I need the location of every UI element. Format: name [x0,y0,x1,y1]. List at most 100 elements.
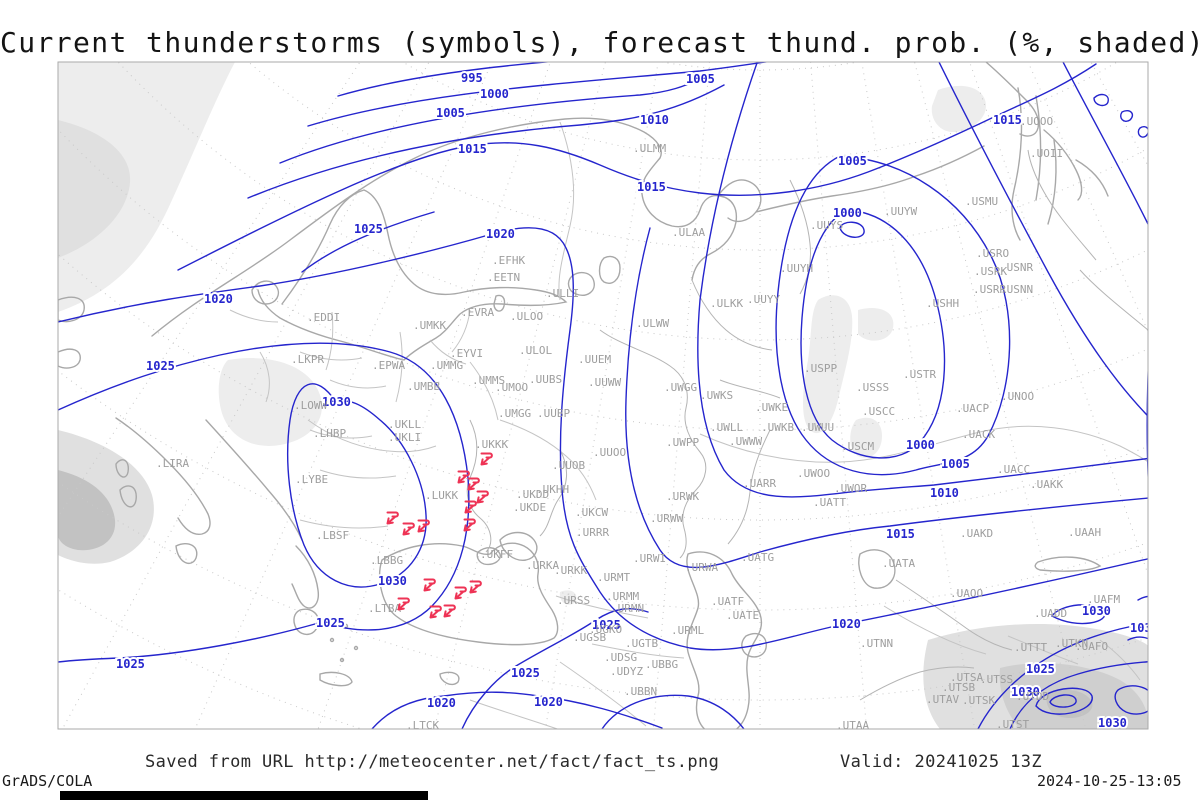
station-label: .EETN [487,271,520,284]
station-label: .UUEM [578,353,611,366]
station-label: .USCM [841,440,874,453]
station-label: .USSS [856,381,889,394]
station-label: .UWWW [729,435,762,448]
station-label: .UACC [997,463,1030,476]
station-label: .URMT [597,571,630,584]
isobar-label: 1025 [146,359,175,373]
station-label: .EYVI [450,347,483,360]
station-label: .UKLL [388,418,421,431]
station-label: .UTAA [836,719,869,732]
station-label: .UARR [743,477,776,490]
thunderstorm-icon [463,518,476,532]
station-label: .UAAH [1068,526,1101,539]
station-label: .ULMM [633,142,666,155]
station-label: .UATG [741,551,774,564]
station-label: .LIRA [156,457,189,470]
station-label: .URWA [685,561,718,574]
station-label: .UUYH [780,262,813,275]
station-label: .UUBS [529,373,562,386]
station-label: .UNOO [1001,390,1034,403]
station-label: .LUKK [425,489,458,502]
isobar-label: 1030 [1011,685,1040,699]
station-label: .UTSB [942,681,975,694]
thunderstorm-icon [467,477,480,491]
thunderstorm-icon [397,597,410,611]
saved-url-text: Saved from URL http://meteocenter.net/fa… [145,752,720,772]
isobar-label: 1005 [436,106,465,120]
station-label: .USHH [926,297,959,310]
station-label: .USPP [804,362,837,375]
station-label: .UGSB [573,631,606,644]
station-label: .UACP [956,402,989,415]
station-label: .UMMG [430,359,463,372]
thunderstorm-icon [480,452,493,466]
station-labels-layer: .ULMM .ULAA .UOOO .UOII .UUYW .USMU .UUYS .UUYH… [156,115,1120,732]
station-label: .ULWW [636,317,669,330]
station-label: .UDSG [604,651,637,664]
station-label: .URKA [526,559,559,572]
station-label: .UUBP [537,407,570,420]
isobar-label: 1030 [1098,716,1127,730]
station-label: .UKDD [516,488,549,501]
thunderstorm-icon [476,490,489,504]
station-label: .UMGG [498,407,531,420]
isobar-label: 1000 [906,438,935,452]
isobar-label: 1025 [592,618,621,632]
station-label: .UDYZ [610,665,643,678]
station-label: .UMMS [472,374,505,387]
thunderstorm-icon [417,519,430,533]
station-label: .UWKE [755,401,788,414]
station-label: .UUWW [588,376,621,389]
thunderstorm-icon [454,586,467,600]
isobar-label: 1020 [204,292,233,306]
station-label: .ULKK [710,297,743,310]
coastline-layer [58,62,1109,729]
isobar-label: 1025 [354,222,383,236]
isobar-label: 1030 [322,395,351,409]
isobar-label: 1015 [886,527,915,541]
station-label: .USCC [862,405,895,418]
colorbar [60,791,428,800]
isobar-label: 1025 [511,666,540,680]
station-label: .UUYY [747,293,780,306]
map-frame [57,61,1149,730]
station-label: .USRR [973,283,1006,296]
isobar-label: 1010 [930,486,959,500]
thunderstorm-icon [402,522,415,536]
station-label: .UKKK [475,438,508,451]
station-label: .UMOO [495,381,528,394]
isobar-label: 1030 [378,574,407,588]
station-label: .EDDI [307,311,340,324]
station-label: .UAKD [960,527,993,540]
station-label: .UOII [1030,147,1063,160]
station-label: .UTSS [980,673,1013,686]
station-label: .UTAV [926,693,959,706]
station-label: .UWOO [797,467,830,480]
isobar-label: 1020 [427,696,456,710]
isobar-label: 1000 [480,87,509,101]
isobar-label: 1020 [486,227,515,241]
station-label: .UTKN [1055,637,1088,650]
station-label: .UGTB [625,637,658,650]
station-label: .UATF [711,595,744,608]
station-label: .UKDE [513,501,546,514]
station-label: .UATE [726,609,759,622]
station-label: .UAOO [950,587,983,600]
thunderstorm-icon [423,578,436,592]
station-label: .UKHH [536,483,569,496]
thunderstorm-icon [464,500,477,514]
station-label: .URWK [666,490,699,503]
station-label: .UTSK [962,694,995,707]
station-label: .EPWA [372,359,405,372]
station-label: .UWOR [834,482,867,495]
isobar-label: 1005 [838,154,867,168]
isobar-label: 1020 [832,617,861,631]
station-label: .UTNN [860,637,893,650]
isobar-layer [58,62,1148,729]
station-label: .ULOL [519,344,552,357]
thunderstorm-symbols-layer [386,452,493,619]
isobar-label: 995 [461,71,483,85]
